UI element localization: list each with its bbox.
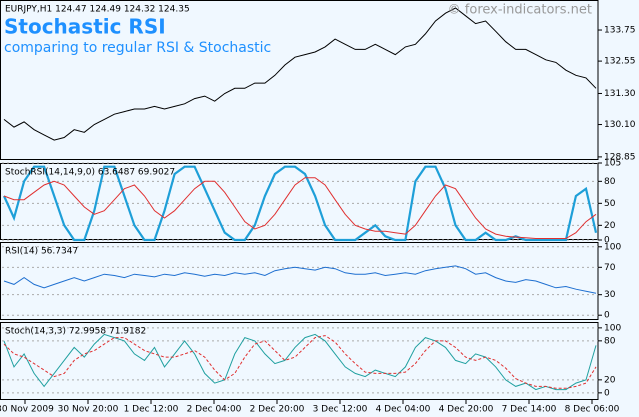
y-tick-label: 0 bbox=[604, 388, 610, 398]
series-line bbox=[2, 165, 598, 242]
chart-title: Stochastic RSI bbox=[4, 15, 166, 39]
x-tick-label: 4 Dec 04:00 bbox=[376, 405, 431, 415]
panel-label: RSI(14) 56.7347 bbox=[5, 247, 78, 257]
y-tick-label: 132.55 bbox=[604, 57, 636, 67]
panel-frame bbox=[0, 163, 599, 240]
panel-frame bbox=[0, 242, 599, 320]
panel-label: Stoch(14,3,3) 72.9958 71.9182 bbox=[5, 327, 146, 337]
y-tick-label: 130.10 bbox=[604, 120, 636, 130]
y-tick-label: 100 bbox=[604, 242, 621, 252]
panel-frame bbox=[0, 0, 599, 160]
y-tick-label: 70 bbox=[604, 263, 616, 273]
panel-label: EURJPY,H1 124.47 124.49 124.32 124.35 bbox=[5, 5, 190, 15]
series-line bbox=[3, 265, 597, 294]
x-tick-label: 2 Dec 20:00 bbox=[250, 405, 305, 415]
y-tick-label: 20 bbox=[604, 221, 616, 231]
y-tick-label: 100 bbox=[604, 323, 621, 333]
series-line bbox=[3, 7, 597, 141]
y-tick-label: 131.30 bbox=[604, 89, 636, 99]
y-tick-label: 0 bbox=[604, 311, 610, 321]
x-tick-label: 4 Dec 20:00 bbox=[439, 405, 494, 415]
chart-subtitle: comparing to regular RSI & Stochastic bbox=[4, 40, 271, 56]
series-line bbox=[3, 177, 597, 239]
y-tick-label: 128.85 bbox=[604, 152, 636, 162]
y-tick-label: 133.75 bbox=[604, 26, 636, 36]
y-tick-label: 50 bbox=[604, 199, 616, 209]
y-tick-label: 20 bbox=[604, 375, 616, 385]
panel-frame bbox=[0, 322, 599, 400]
x-tick-label: 7 Dec 14:00 bbox=[502, 405, 557, 415]
y-tick-label: 105 bbox=[604, 159, 621, 169]
x-tick-label: 2 Dec 04:00 bbox=[187, 405, 242, 415]
series-line bbox=[3, 333, 597, 391]
watermark: © forex-indicators.net bbox=[448, 3, 592, 18]
x-tick-label: 3 Dec 12:00 bbox=[313, 405, 368, 415]
x-tick-label: 1 Dec 12:00 bbox=[124, 405, 179, 415]
y-tick-label: 80 bbox=[604, 177, 616, 187]
panel-label: StochRSI(14,14,9,0) 63.6487 69.9027 bbox=[5, 168, 175, 178]
y-tick-label: 80 bbox=[604, 336, 616, 346]
x-tick-label: 30 Nov 20:00 bbox=[58, 405, 119, 415]
y-tick-label: 30 bbox=[604, 290, 616, 300]
y-tick-label: 0 bbox=[604, 236, 610, 246]
x-tick-label: 30 Nov 2009 bbox=[0, 405, 54, 415]
x-tick-label: 8 Dec 06:00 bbox=[565, 405, 620, 415]
series-line bbox=[3, 335, 597, 389]
